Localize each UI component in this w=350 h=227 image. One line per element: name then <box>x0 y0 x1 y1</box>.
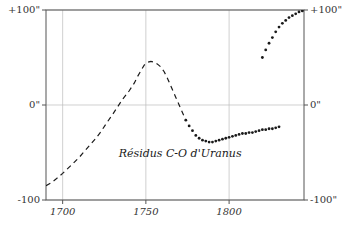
series-point <box>224 137 227 140</box>
y2-tick <box>304 200 308 201</box>
series-point <box>211 141 214 144</box>
series-point <box>214 140 217 143</box>
series-point <box>271 127 274 130</box>
series-point <box>234 134 237 137</box>
series-point <box>294 12 297 15</box>
chart: 1700 1750 1800 +100" 0" -100 +100" 0" -100" Résid… <box>0 0 350 227</box>
y-tick <box>42 200 46 201</box>
series-point <box>194 134 197 137</box>
y-tick-label: -100 <box>18 194 40 205</box>
series-point <box>201 139 204 142</box>
title: Résidus C-O d'Uranus <box>118 147 242 160</box>
x-tick-label: 1750 <box>133 206 159 217</box>
series-point <box>264 128 267 131</box>
y-tick-label: +100" <box>8 4 40 15</box>
series-line <box>46 61 186 185</box>
x-tick <box>62 200 63 204</box>
series-point <box>268 42 271 45</box>
series-point <box>268 127 271 130</box>
grid-line-y <box>46 105 304 106</box>
series-point <box>301 10 304 12</box>
x-tick <box>145 200 146 204</box>
series-point <box>258 129 261 132</box>
series-point <box>274 30 277 33</box>
series-point <box>204 140 207 143</box>
series-point <box>288 16 291 19</box>
series-point <box>264 49 267 52</box>
series-point <box>198 137 201 140</box>
series-point <box>228 136 231 139</box>
series-point <box>208 141 211 144</box>
y-tick-label: 0" <box>29 99 40 110</box>
series-point <box>298 11 301 14</box>
series-point <box>191 129 194 132</box>
y2-tick-label: -100" <box>310 194 337 205</box>
series-point <box>278 125 281 128</box>
series-point <box>251 131 254 134</box>
y2-tick-label: 0" <box>310 99 321 110</box>
y-tick <box>42 105 46 106</box>
y-tick <box>42 10 46 11</box>
series-point <box>241 132 244 135</box>
y2-tick <box>304 10 308 11</box>
series-point <box>188 125 191 128</box>
series-point <box>248 131 251 134</box>
series-point <box>291 14 294 17</box>
series-point <box>284 19 287 22</box>
series-point <box>184 119 187 122</box>
series-point <box>261 128 264 131</box>
series-point <box>281 22 284 25</box>
series-point <box>218 139 221 142</box>
y2-tick-label: +100" <box>310 4 342 15</box>
series-point <box>221 138 224 141</box>
plot-area <box>46 10 304 186</box>
x-tick <box>229 200 230 204</box>
plot-frame <box>46 10 304 200</box>
x-tick-label: 1700 <box>50 206 76 217</box>
series-point <box>274 126 277 129</box>
series-point <box>254 130 257 133</box>
series-point <box>278 26 281 29</box>
series-point <box>231 135 234 138</box>
x-tick-label: 1800 <box>216 206 242 217</box>
series-point <box>238 133 241 136</box>
y2-tick <box>304 105 308 106</box>
series-point <box>261 56 264 59</box>
series-point <box>271 36 274 39</box>
series-point <box>244 132 247 135</box>
